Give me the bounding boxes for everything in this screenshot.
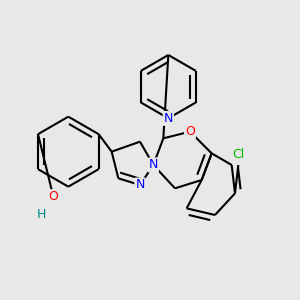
Text: N: N: [164, 112, 173, 125]
Text: N: N: [148, 158, 158, 172]
Text: H: H: [37, 208, 46, 221]
Text: Cl: Cl: [232, 148, 244, 161]
Text: O: O: [185, 125, 195, 138]
Text: N: N: [135, 178, 145, 191]
Text: O: O: [48, 190, 58, 203]
